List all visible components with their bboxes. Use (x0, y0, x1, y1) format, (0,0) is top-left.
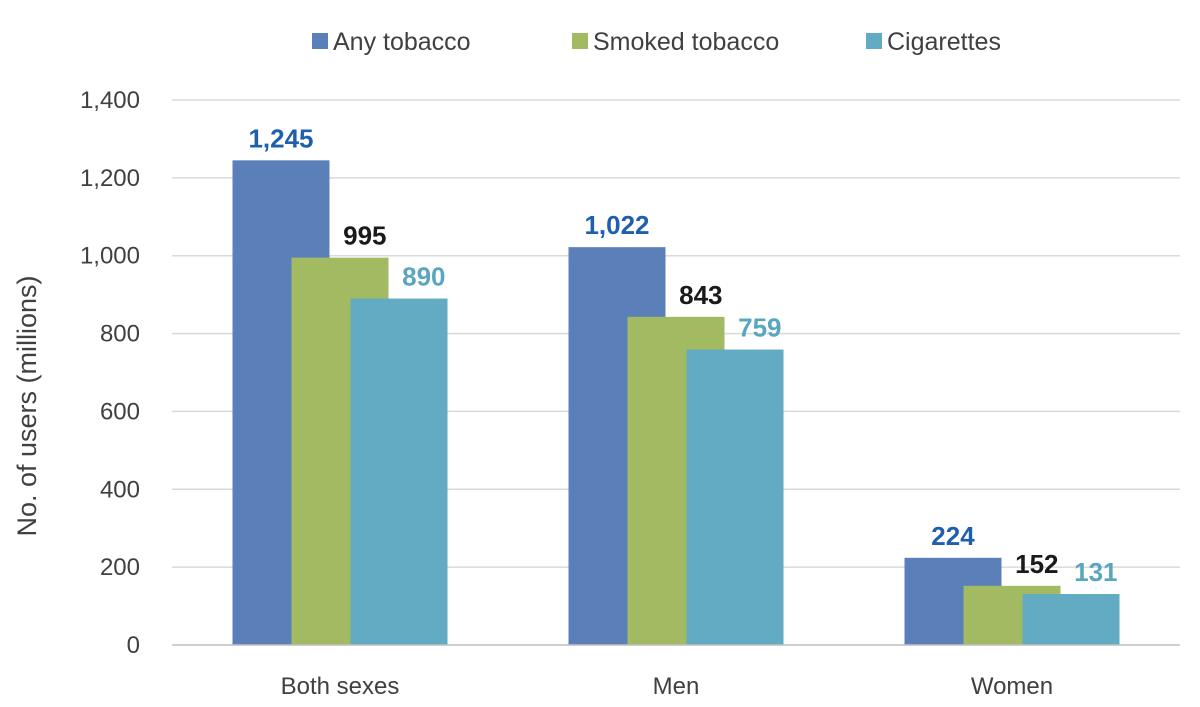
data-label: 224 (931, 521, 975, 551)
y-tick-label: 200 (100, 554, 140, 581)
data-label: 152 (1015, 549, 1058, 579)
bar-cigarettes (350, 298, 448, 645)
data-labels-layer: 1,245 995 890 1,022 843 759 224 152 131 (248, 123, 1117, 587)
bar-cigarettes (1022, 594, 1120, 645)
y-tick-label: 1,200 (80, 165, 140, 192)
legend-label: Cigarettes (887, 28, 1001, 56)
data-label: 843 (679, 280, 722, 310)
data-label: 131 (1074, 557, 1117, 587)
data-label: 759 (738, 313, 781, 343)
y-tick-label: 1,000 (80, 243, 140, 270)
legend: Any tobacco Smoked tobacco Cigarettes (312, 28, 1001, 56)
data-label: 1,245 (248, 123, 313, 153)
legend-label: Any tobacco (333, 28, 471, 56)
y-tick-label: 400 (100, 476, 140, 503)
legend-swatch (572, 33, 588, 49)
x-category-label: Both sexes (281, 673, 400, 700)
y-axis-title: No. of users (millions) (12, 275, 42, 536)
y-tick-label: 0 (127, 632, 140, 659)
data-label: 995 (343, 221, 386, 251)
data-label: 1,022 (584, 210, 649, 240)
data-label: 890 (402, 262, 445, 292)
legend-label: Smoked tobacco (593, 28, 779, 56)
legend-swatch (866, 33, 882, 49)
x-category-label: Women (971, 673, 1053, 700)
legend-swatch (312, 33, 328, 49)
y-tick-label: 1,400 (80, 87, 140, 114)
y-tick-label: 600 (100, 398, 140, 425)
bars-layer (232, 160, 1120, 645)
bar-cigarettes (686, 349, 784, 645)
axis-layer: 0 200 400 600 800 1,000 1,200 1,400 Both sexes Me… (80, 87, 1180, 700)
x-category-label: Men (653, 673, 700, 700)
y-tick-label: 800 (100, 321, 140, 348)
